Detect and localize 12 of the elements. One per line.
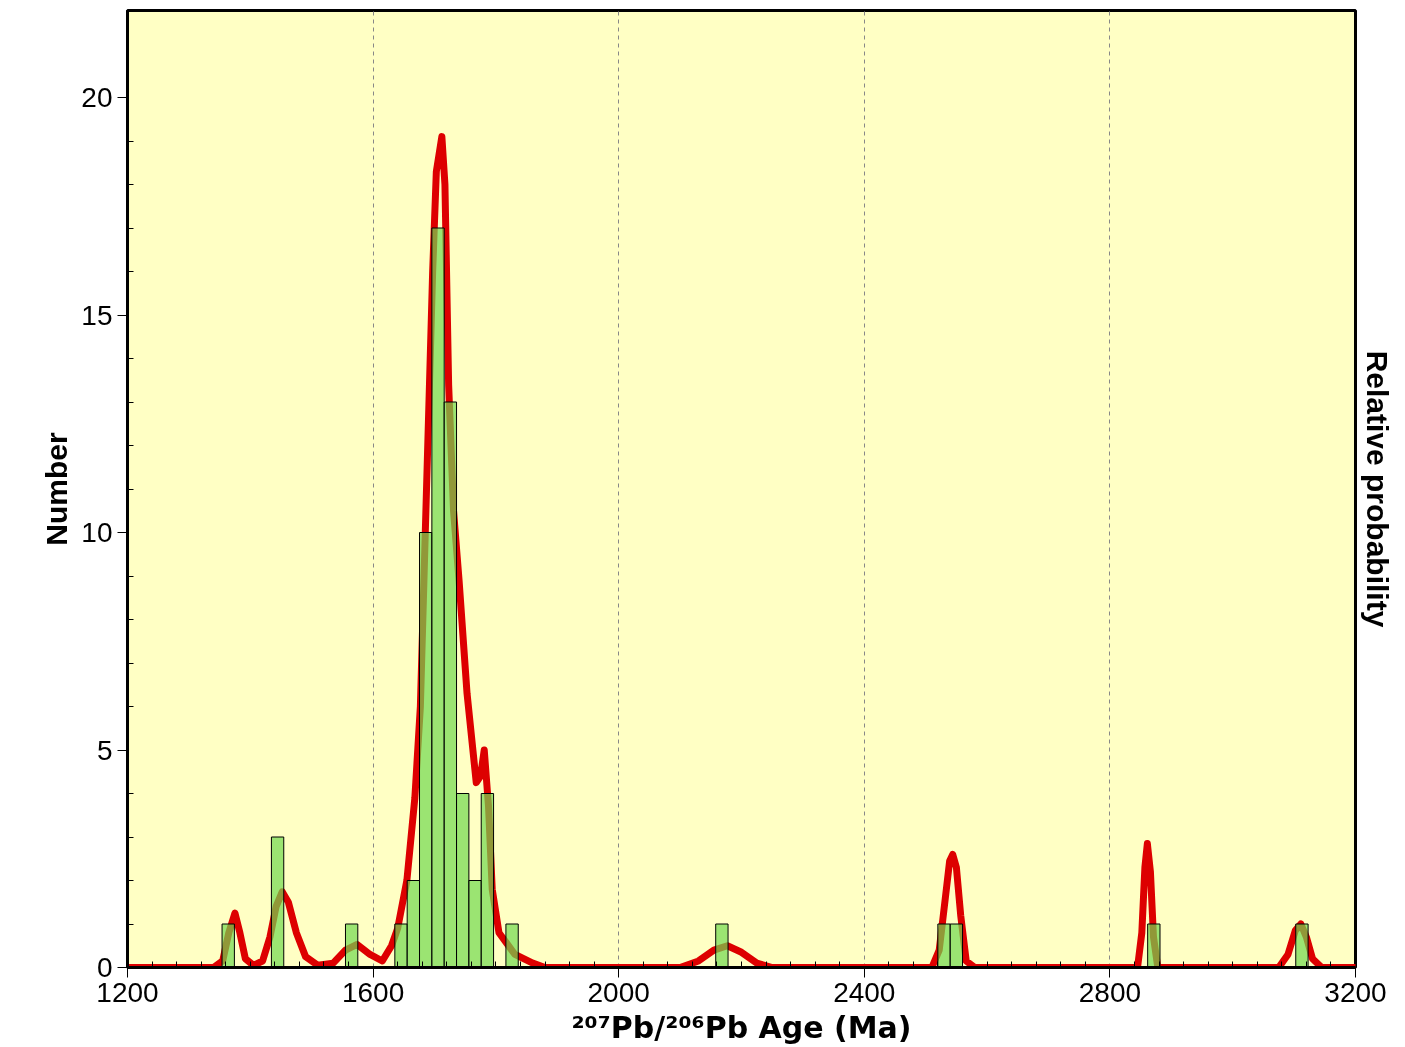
x-tick-label: 2800 [1078, 976, 1142, 1008]
x-tick-label: 1600 [341, 976, 405, 1008]
x-tick-label: 2000 [587, 976, 650, 1008]
y-tick-label: 10 [81, 517, 113, 548]
y-tick-label: 15 [81, 299, 113, 331]
y-tick-label: 20 [81, 82, 113, 113]
y-axis-title: Number [40, 432, 74, 546]
x-tick-label: 3200 [1324, 976, 1387, 1008]
y-tick-label: 5 [96, 734, 113, 766]
y2-axis-title: Relative probability [1360, 350, 1394, 628]
x-tick-label: 2400 [833, 976, 896, 1008]
x-axis-title: ²⁰⁷Pb/²⁰⁶Pb Age (Ma) [571, 1009, 912, 1045]
